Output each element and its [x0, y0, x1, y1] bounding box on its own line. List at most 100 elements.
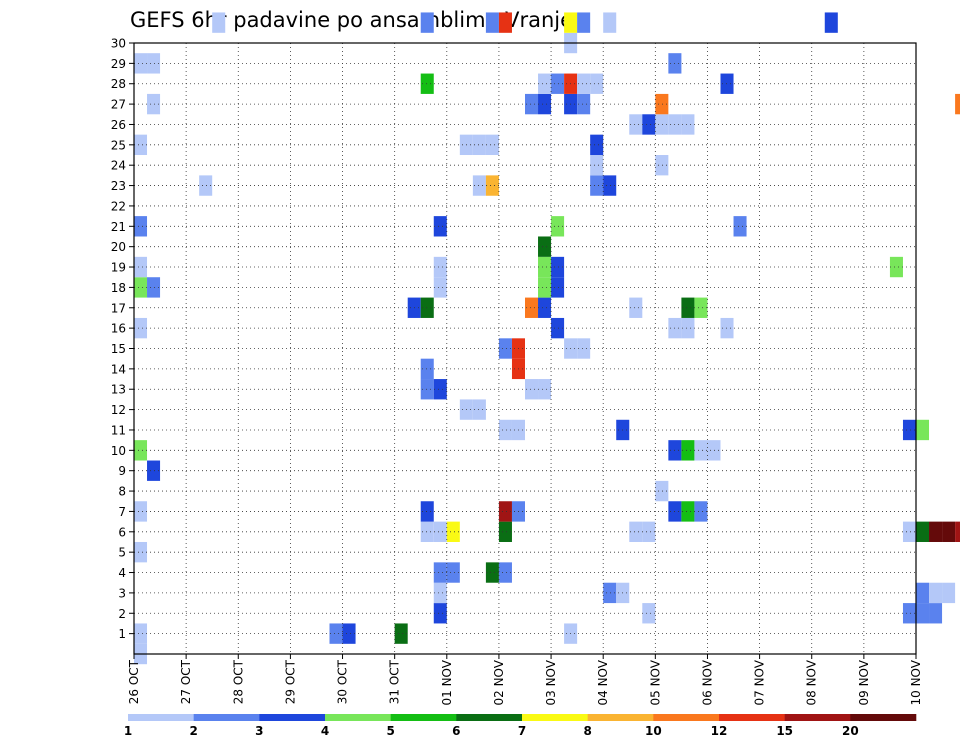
colorbar-segment	[719, 714, 785, 721]
heatmap-cell	[681, 440, 695, 461]
heatmap-cell	[433, 582, 447, 604]
heatmap-cell	[485, 175, 499, 196]
colorbar-segment	[522, 714, 588, 721]
heatmap-cell	[134, 277, 148, 298]
heatmap-cell	[420, 358, 434, 380]
heatmap-cell	[590, 175, 604, 196]
heatmap-cell	[212, 12, 226, 33]
y-tick-label: 5	[118, 546, 126, 560]
heatmap-cell	[433, 256, 447, 278]
x-tick-label: 31 OCT	[388, 659, 402, 704]
y-tick-label: 9	[118, 464, 126, 478]
colorbar-label: 4	[321, 724, 329, 738]
heatmap-cell	[485, 562, 499, 583]
colorbar-segment	[850, 714, 917, 721]
heatmap-cell	[420, 73, 434, 94]
heatmap-cell	[446, 562, 460, 583]
heatmap-cell	[916, 582, 930, 604]
heatmap-cell	[538, 256, 552, 278]
heatmap-cell	[433, 277, 447, 298]
heatmap-cell	[538, 297, 552, 318]
heatmap-cell	[147, 277, 161, 298]
heatmap-cell	[655, 93, 669, 115]
heatmap-cell	[929, 521, 943, 542]
heatmap-cell	[577, 338, 591, 359]
y-tick-label: 4	[118, 566, 126, 580]
heatmap-cell	[916, 419, 930, 441]
heatmap-cell	[134, 440, 148, 461]
heatmap-cell	[916, 603, 930, 624]
heatmap-cell	[577, 73, 591, 94]
y-tick-label: 13	[111, 383, 126, 397]
heatmap-cell	[472, 175, 486, 196]
colorbar-label: 2	[189, 724, 197, 738]
heatmap-cell	[694, 440, 708, 461]
colorbar-segment	[325, 714, 391, 721]
heatmap-cell	[889, 256, 903, 278]
colorbar-label: 6	[452, 724, 460, 738]
heatmap-cell	[551, 73, 565, 94]
heatmap-cell	[433, 603, 447, 624]
heatmap-cell	[472, 134, 486, 156]
heatmap-cell	[420, 12, 434, 33]
colorbar-segment	[784, 714, 851, 721]
colorbar-segment	[390, 714, 457, 721]
colorbar-segment	[653, 714, 720, 721]
heatmap-cell	[551, 277, 565, 298]
y-tick-label: 19	[111, 261, 126, 275]
heatmap-cell	[681, 317, 695, 339]
heatmap-cell	[538, 379, 552, 400]
y-tick-label: 18	[111, 281, 126, 295]
heatmap-cell	[394, 623, 408, 644]
y-tick-label: 11	[111, 423, 126, 437]
heatmap-cell	[433, 521, 447, 542]
heatmap-cell	[642, 114, 656, 135]
y-tick-label: 8	[118, 485, 126, 499]
heatmap-cell	[720, 73, 734, 94]
colorbar-label: 8	[583, 724, 591, 738]
heatmap-cell	[694, 297, 708, 318]
heatmap-cell	[551, 317, 565, 339]
heatmap-cell	[538, 93, 552, 115]
y-tick-label: 28	[111, 77, 126, 91]
heatmap-cell	[681, 114, 695, 135]
plot-frame	[133, 42, 917, 655]
heatmap-cell	[590, 73, 604, 94]
heatmap-cell	[551, 256, 565, 278]
heatmap-cell	[134, 216, 148, 237]
heatmap-cell	[485, 134, 499, 156]
x-tick-label: 27 OCT	[179, 659, 193, 704]
y-tick-label: 12	[111, 403, 126, 417]
heatmap-cell	[498, 419, 512, 441]
heatmap-cell	[147, 460, 161, 481]
heatmap-cell	[433, 216, 447, 237]
heatmap-cell	[642, 603, 656, 624]
y-tick-label: 3	[118, 586, 126, 600]
x-tick-label: 06 NOV	[700, 659, 714, 705]
colorbar-label: 12	[711, 724, 728, 738]
heatmap-cell	[681, 501, 695, 522]
y-tick-label: 25	[111, 138, 126, 152]
y-tick-label: 16	[111, 322, 126, 336]
heatmap-cell	[485, 12, 499, 33]
heatmap-cell	[525, 297, 539, 318]
y-tick-label: 10	[111, 444, 126, 458]
x-tick-label: 26 OCT	[127, 659, 141, 704]
heatmap-cell	[942, 582, 956, 604]
heatmap-cell	[134, 134, 148, 156]
heatmap-cell	[942, 521, 956, 542]
heatmap-cell	[525, 93, 539, 115]
colorbar-label: 7	[518, 724, 526, 738]
heatmap-cell	[420, 501, 434, 522]
y-tick-label: 15	[111, 342, 126, 356]
heatmap-cell	[577, 93, 591, 115]
heatmap-cell	[603, 175, 617, 196]
x-tick-label: 10 NOV	[909, 659, 923, 705]
y-tick-label: 29	[111, 57, 126, 71]
heatmap-cell	[655, 155, 669, 176]
heatmap-cell	[147, 53, 161, 74]
heatmap-cell	[134, 623, 148, 644]
heatmap-cell	[433, 379, 447, 400]
heatmap-cell	[929, 582, 943, 604]
heatmap-cell	[955, 521, 960, 542]
